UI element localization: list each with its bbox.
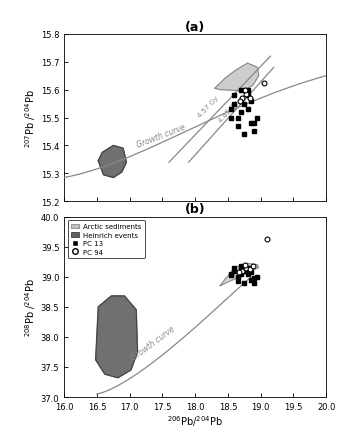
Text: Growth curve: Growth curve <box>130 323 177 362</box>
Polygon shape <box>220 264 259 286</box>
Text: 4.57 Gy: 4.57 Gy <box>196 95 219 118</box>
Text: 4.45 Gy: 4.45 Gy <box>218 100 240 124</box>
Legend: Arctic sediments, Heinrich events, PC 13, PC 94: Arctic sediments, Heinrich events, PC 13… <box>68 220 145 259</box>
Title: (a): (a) <box>185 20 205 33</box>
Polygon shape <box>215 64 259 92</box>
Title: (b): (b) <box>185 203 206 216</box>
Y-axis label: $^{208}$Pb /$^{204}$Pb: $^{208}$Pb /$^{204}$Pb <box>23 278 38 336</box>
Polygon shape <box>96 296 138 378</box>
Polygon shape <box>98 146 126 178</box>
Text: Growth curve: Growth curve <box>135 123 187 150</box>
X-axis label: $^{206}$Pb/$^{204}$Pb: $^{206}$Pb/$^{204}$Pb <box>167 414 223 428</box>
Y-axis label: $^{207}$Pb /$^{204}$Pb: $^{207}$Pb /$^{204}$Pb <box>23 89 38 148</box>
